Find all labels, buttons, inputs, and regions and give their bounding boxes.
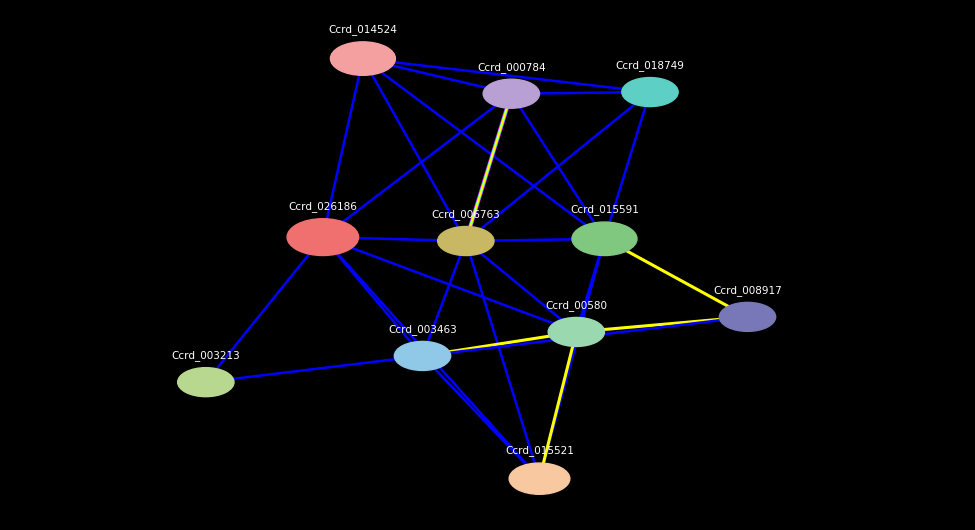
Circle shape [287,219,359,255]
Text: Ccrd_008917: Ccrd_008917 [713,285,782,296]
Circle shape [572,222,637,255]
Circle shape [720,303,776,331]
Text: Ccrd_006763: Ccrd_006763 [432,209,500,220]
Circle shape [177,368,234,396]
Text: Ccrd_015521: Ccrd_015521 [505,445,574,456]
Text: Ccrd_015591: Ccrd_015591 [570,205,639,215]
Text: Ccrd_018749: Ccrd_018749 [615,60,684,71]
Text: Ccrd_003463: Ccrd_003463 [388,324,457,335]
Circle shape [438,226,494,255]
Circle shape [394,341,450,370]
Text: Ccrd_003213: Ccrd_003213 [172,350,240,361]
Text: Ccrd_026186: Ccrd_026186 [289,201,357,212]
Text: Ccrd_014524: Ccrd_014524 [329,24,398,35]
Circle shape [331,42,396,75]
Text: Ccrd_00580: Ccrd_00580 [545,300,607,311]
Circle shape [509,463,569,494]
Circle shape [548,317,604,347]
Circle shape [622,77,679,107]
Text: Ccrd_000784: Ccrd_000784 [477,61,546,73]
Circle shape [484,79,539,108]
